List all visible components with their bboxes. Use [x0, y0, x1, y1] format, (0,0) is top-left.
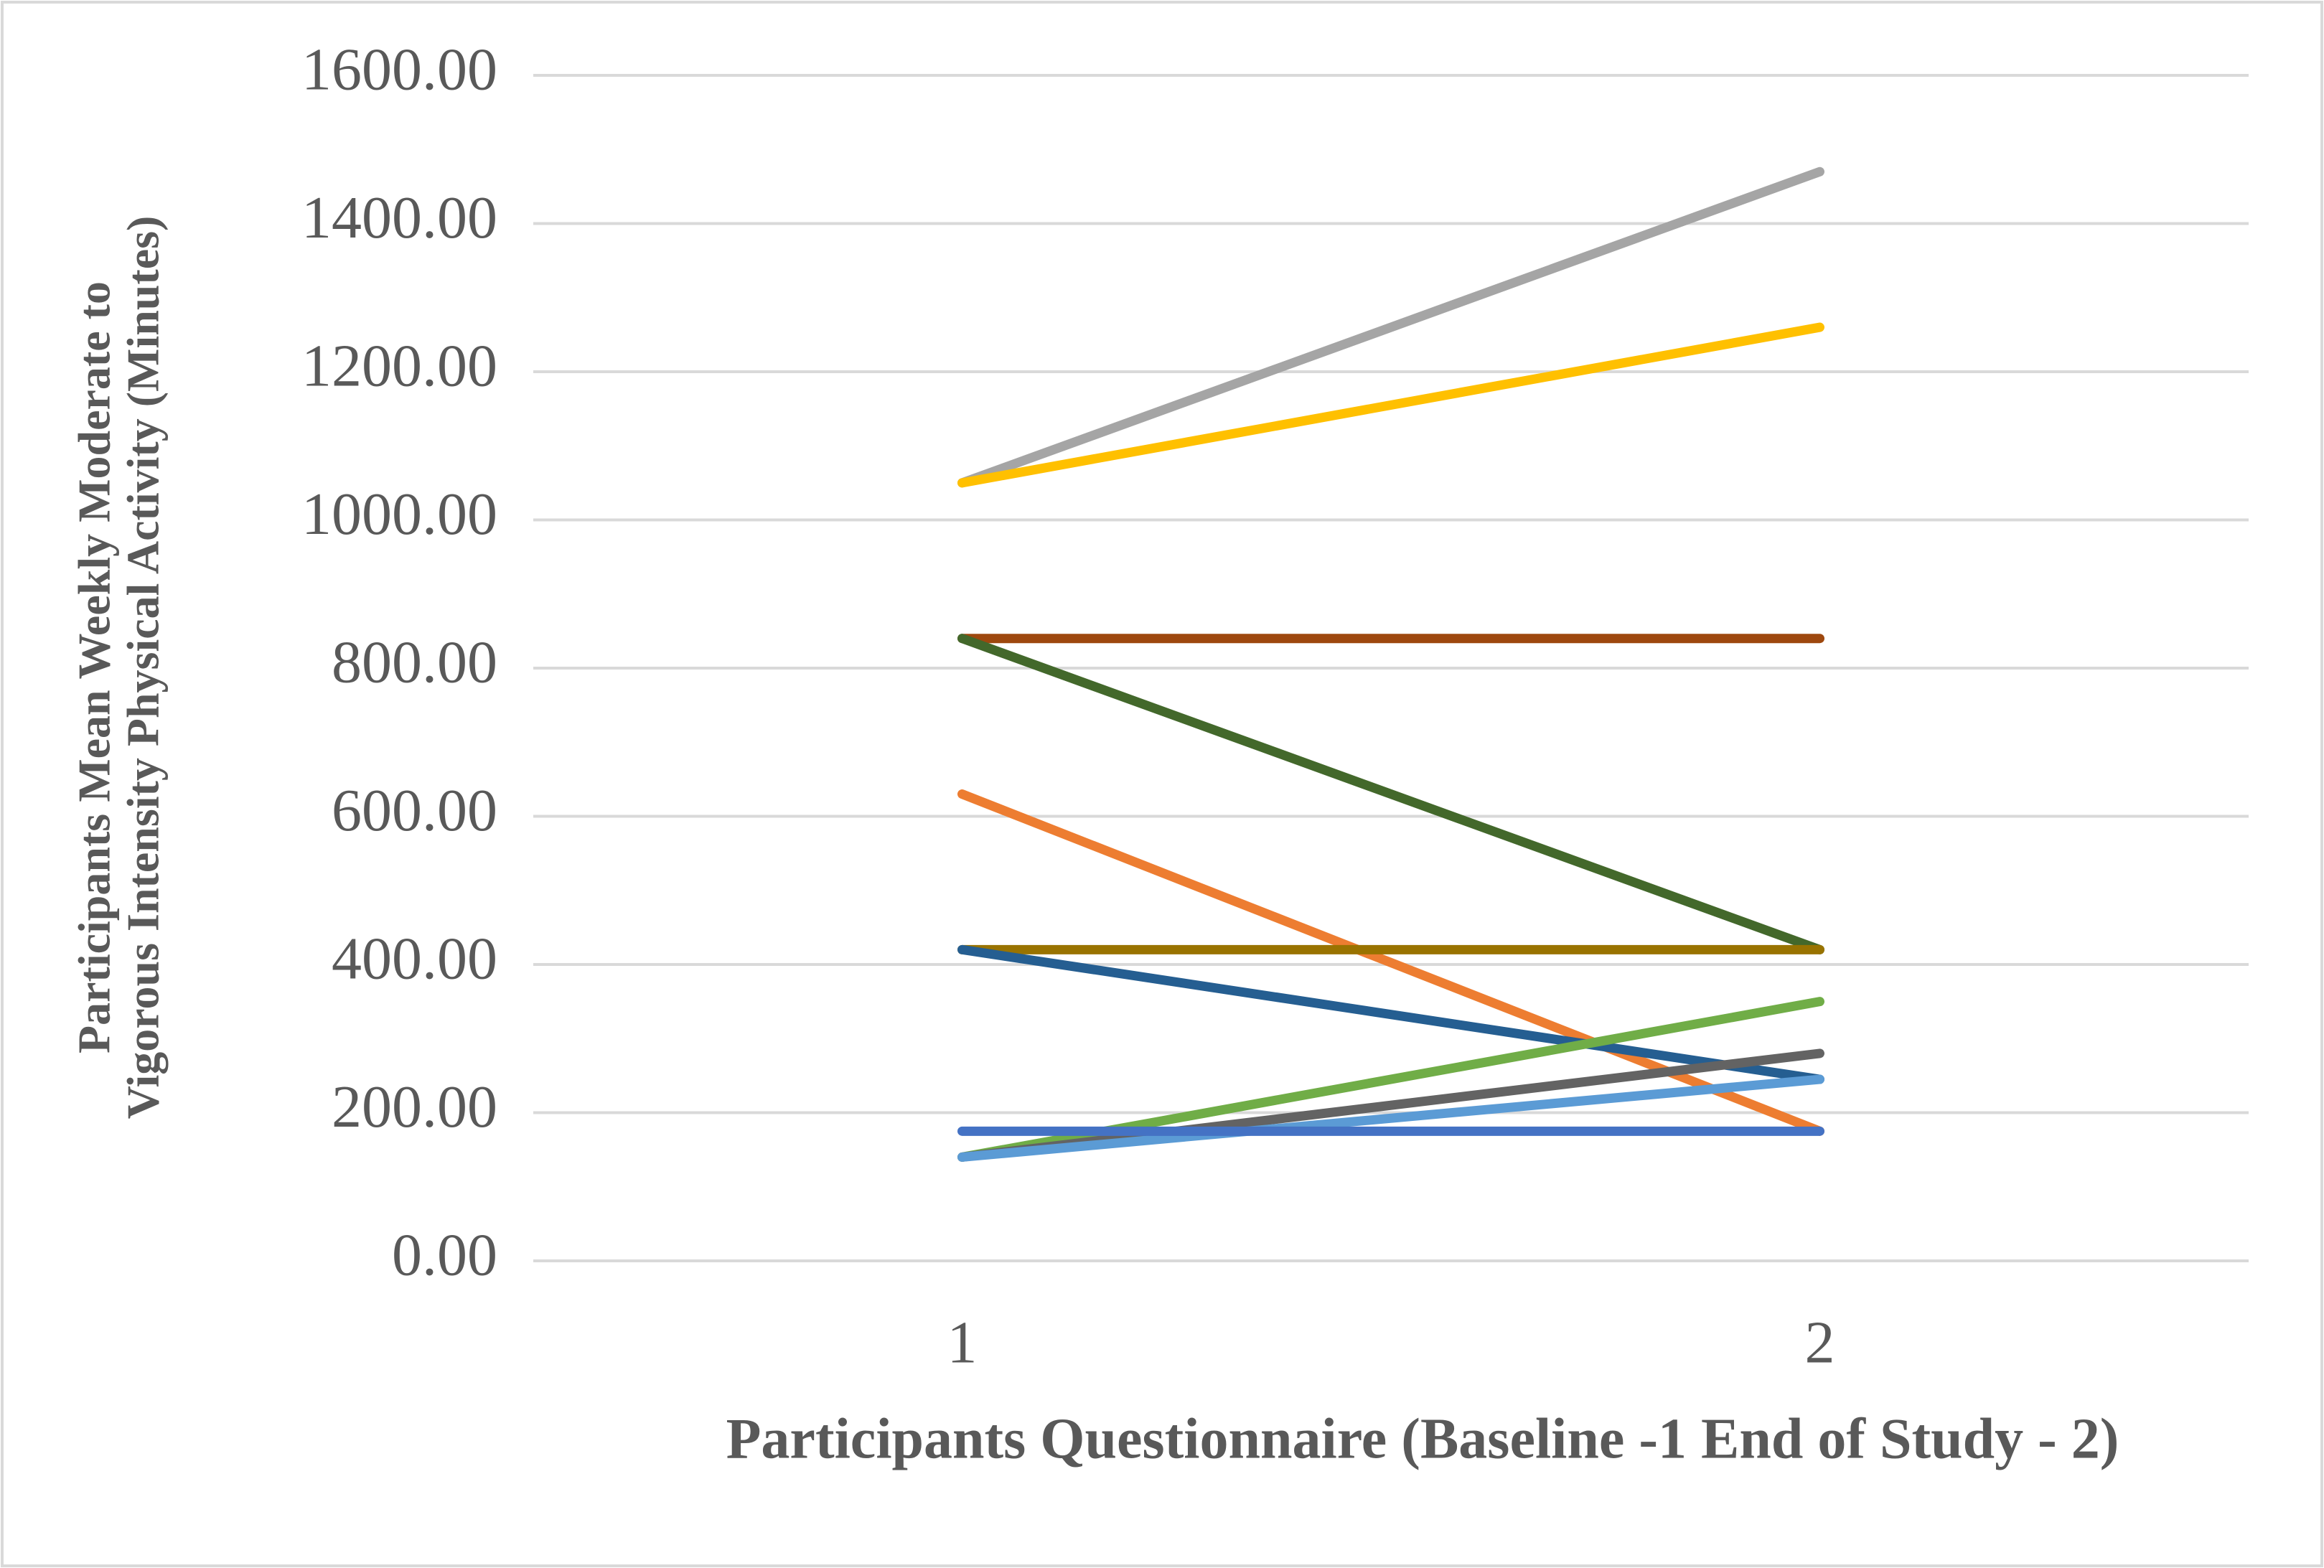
x-axis-title: Participants Questionnaire (Baseline -1 …	[726, 1407, 2119, 1470]
y-tick-label: 1000.00	[301, 481, 497, 548]
y-tick-label: 400.00	[332, 925, 497, 992]
series-line	[957, 634, 1824, 954]
y-tick-label: 1600.00	[301, 36, 497, 103]
y-tick-label: 200.00	[332, 1074, 497, 1140]
x-tick-label: 1	[947, 1309, 978, 1376]
series-line	[957, 944, 1824, 1084]
y-tick-label: 1400.00	[301, 184, 497, 251]
series-line	[957, 322, 1824, 488]
y-tick-label: 1200.00	[301, 332, 497, 399]
x-tick-label: 2	[1805, 1309, 1835, 1376]
series-line	[957, 1074, 1824, 1162]
y-tick-label: 600.00	[332, 777, 497, 844]
series-line	[957, 166, 1824, 488]
y-axis-title-line: Participants Mean Weekly Moderate to	[69, 281, 120, 1053]
y-axis-title-line: Vigorous Intensity Physical Activity (Mi…	[118, 216, 169, 1119]
y-tick-label: 0.00	[392, 1221, 497, 1288]
y-axis-title: Participants Mean Weekly Moderate to Vig…	[69, 216, 169, 1119]
y-tick-label: 800.00	[332, 629, 497, 695]
